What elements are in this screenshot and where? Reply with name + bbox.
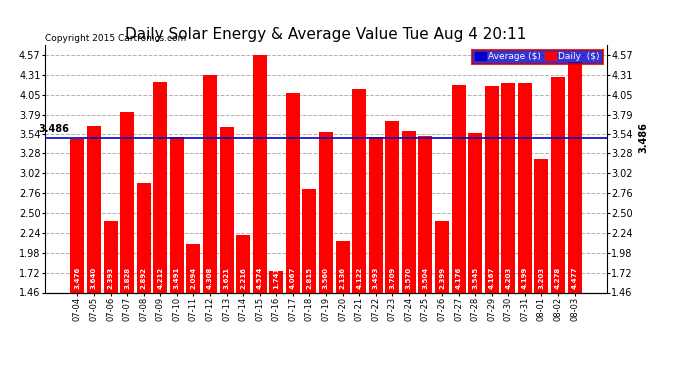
Text: 3.504: 3.504 (422, 267, 428, 290)
Bar (352, 89, 366, 375)
Text: 2.136: 2.136 (339, 267, 346, 290)
Bar (219, 128, 234, 375)
Bar (385, 121, 400, 375)
Bar (104, 221, 117, 375)
Text: 3.545: 3.545 (472, 267, 478, 290)
Text: 3.491: 3.491 (174, 267, 180, 290)
Bar (120, 112, 135, 375)
Text: 3.828: 3.828 (124, 267, 130, 290)
Text: 2.892: 2.892 (141, 267, 147, 290)
Bar (186, 244, 201, 375)
Bar (451, 85, 466, 375)
Bar (269, 271, 284, 375)
Bar (402, 131, 416, 375)
Bar (501, 83, 515, 375)
Text: 4.122: 4.122 (356, 267, 362, 290)
Title: Daily Solar Energy & Average Value Tue Aug 4 20:11: Daily Solar Energy & Average Value Tue A… (126, 27, 526, 42)
Bar (518, 83, 532, 375)
Text: 3.709: 3.709 (389, 267, 395, 290)
Text: 4.067: 4.067 (290, 267, 296, 290)
Bar (335, 241, 350, 375)
Text: 4.203: 4.203 (505, 267, 511, 290)
Text: 2.216: 2.216 (240, 268, 246, 290)
Text: 3.476: 3.476 (75, 267, 81, 290)
Text: 2.815: 2.815 (306, 267, 313, 290)
Text: 4.278: 4.278 (555, 267, 561, 290)
Bar (170, 137, 184, 375)
Bar (368, 137, 383, 375)
Bar (535, 159, 549, 375)
Bar (137, 183, 151, 375)
Text: 4.176: 4.176 (455, 267, 462, 290)
Text: 2.094: 2.094 (190, 267, 197, 290)
Bar (468, 133, 482, 375)
Text: 3.486: 3.486 (38, 124, 69, 134)
Text: Copyright 2015 Cartronics.com: Copyright 2015 Cartronics.com (45, 33, 186, 42)
Text: 1.741: 1.741 (273, 267, 279, 290)
Bar (236, 235, 250, 375)
Bar (319, 132, 333, 375)
Text: 2.399: 2.399 (439, 267, 445, 290)
Bar (418, 136, 433, 375)
Text: 4.212: 4.212 (157, 267, 164, 290)
Bar (551, 77, 565, 375)
Bar (302, 189, 317, 375)
Legend: Average ($), Daily  ($): Average ($), Daily ($) (472, 50, 602, 64)
Text: 4.308: 4.308 (207, 267, 213, 290)
Bar (203, 75, 217, 375)
Text: 3.640: 3.640 (91, 267, 97, 290)
Bar (153, 82, 168, 375)
Text: 3.570: 3.570 (406, 267, 412, 290)
Text: 3.486: 3.486 (638, 122, 648, 153)
Text: 3.621: 3.621 (224, 267, 230, 290)
Bar (484, 86, 499, 375)
Bar (253, 55, 267, 375)
Text: 3.560: 3.560 (323, 267, 329, 290)
Text: 2.393: 2.393 (108, 267, 114, 290)
Bar (286, 93, 300, 375)
Text: 4.167: 4.167 (489, 267, 495, 290)
Text: 3.493: 3.493 (373, 267, 379, 290)
Bar (87, 126, 101, 375)
Bar (568, 62, 582, 375)
Bar (70, 138, 84, 375)
Text: 4.574: 4.574 (257, 267, 263, 290)
Bar (435, 221, 449, 375)
Text: 4.199: 4.199 (522, 267, 528, 290)
Text: 3.203: 3.203 (538, 267, 544, 290)
Text: 4.477: 4.477 (571, 267, 578, 290)
